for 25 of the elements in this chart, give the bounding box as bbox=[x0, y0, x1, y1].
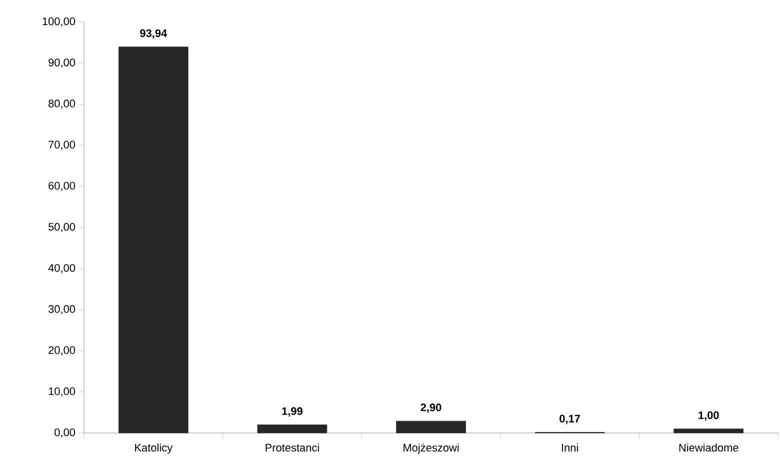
y-tick-label: 100,00 bbox=[42, 17, 76, 27]
x-tick-label: Mojżeszowi bbox=[404, 444, 459, 454]
x-tick-label: Protestanci bbox=[266, 444, 319, 452]
data-label: 0,17 bbox=[560, 414, 580, 424]
bar bbox=[674, 428, 744, 434]
y-tick-label: 80,00 bbox=[48, 100, 76, 109]
bar bbox=[257, 424, 328, 434]
data-label: 2,90 bbox=[420, 404, 442, 413]
data-label: 1,99 bbox=[282, 407, 302, 417]
y-tick-label: 50,00 bbox=[48, 222, 76, 232]
x-tick-label: Niewiadome bbox=[679, 444, 738, 452]
y-tick-label: 30,00 bbox=[48, 305, 76, 314]
bar bbox=[118, 46, 188, 434]
y-tick-label: 70,00 bbox=[48, 140, 76, 150]
y-tick-label: 10,00 bbox=[48, 387, 76, 396]
data-label: 1,00 bbox=[698, 411, 719, 421]
y-tick-label: 40,00 bbox=[48, 264, 76, 274]
y-tick-label: 60,00 bbox=[48, 182, 76, 191]
x-tick-label: Katolicy bbox=[135, 444, 173, 454]
data-label: 93,94 bbox=[140, 29, 168, 39]
x-tick-label: Inni bbox=[562, 444, 578, 452]
bar bbox=[396, 420, 466, 434]
y-tick-label: 20,00 bbox=[48, 346, 76, 356]
y-tick-label: 90,00 bbox=[48, 58, 76, 68]
y-tick-label: 0,00 bbox=[54, 428, 76, 438]
